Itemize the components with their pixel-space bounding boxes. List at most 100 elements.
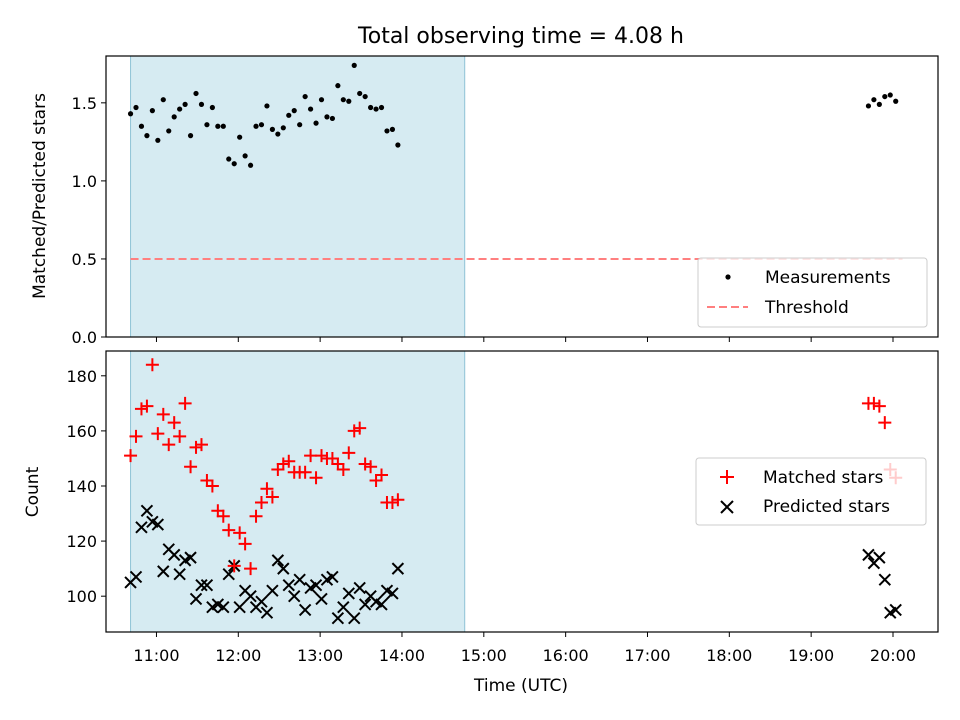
ratio-legend: Measurements Threshold	[697, 257, 928, 328]
y-tick-label: 1.0	[72, 172, 97, 191]
legend-label-threshold: Threshold	[764, 298, 849, 318]
measurement-point	[138, 123, 145, 129]
measurement-point	[368, 104, 374, 111]
predicted-star-point	[157, 565, 170, 578]
matched-star-point	[227, 559, 241, 573]
measurement-point	[876, 101, 882, 107]
matched-star-point	[391, 493, 405, 507]
measurement-point	[187, 133, 194, 139]
measurement-point	[247, 162, 254, 168]
ratio-x-axis	[155, 337, 894, 342]
measurement-point	[318, 97, 325, 103]
measurement-point	[209, 104, 215, 111]
measurement-point	[865, 103, 872, 109]
matched-star-point	[336, 462, 350, 476]
measurement-point	[182, 101, 188, 107]
predicted-star-point	[309, 578, 323, 592]
predicted-star-point	[878, 573, 892, 586]
measurement-point	[155, 137, 161, 143]
matched-star-point	[156, 407, 170, 421]
predicted-star-point	[222, 567, 235, 581]
matched-star-point	[315, 449, 329, 463]
y-tick-label: 160	[66, 422, 97, 441]
predicted-star-point	[277, 562, 290, 575]
measurement-point	[887, 92, 893, 98]
predicted-star-point	[173, 567, 186, 581]
predicted-star-point	[271, 554, 285, 567]
measurement-point	[291, 108, 297, 114]
predicted-star-point	[233, 600, 246, 614]
matched-star-point	[167, 416, 181, 430]
matched-star-point	[244, 562, 258, 576]
predicted-star-point	[200, 578, 214, 592]
matched-star-point	[347, 424, 361, 438]
measurement-point	[871, 97, 877, 103]
count-x-label: Time (UTC)	[473, 676, 568, 696]
x-tick-label: 14:00	[379, 646, 425, 665]
predicted-star-point	[386, 587, 399, 600]
matched-star-point	[331, 457, 345, 471]
matched-star-point	[162, 438, 176, 452]
measurement-point	[280, 125, 286, 131]
matched-star-point	[200, 473, 214, 487]
ratio-legend-box	[697, 257, 928, 328]
matched-star-point	[298, 465, 312, 479]
matched-star-point	[184, 460, 198, 474]
matched-star-point	[129, 429, 143, 443]
measurement-point	[395, 142, 401, 148]
measurement-point	[231, 161, 237, 167]
measurement-point	[340, 97, 346, 103]
measurement-point	[346, 98, 352, 104]
y-tick-label: 1.5	[72, 94, 97, 113]
matched-star-point	[309, 471, 323, 485]
matched-star-point	[375, 468, 389, 482]
matched-star-point	[342, 446, 356, 460]
measurement-point	[893, 98, 899, 104]
measurement-point	[362, 93, 368, 100]
y-tick-label: 0.0	[72, 328, 97, 347]
matched-star-point	[369, 473, 383, 487]
measurement-point	[297, 122, 303, 128]
measurement-point	[177, 106, 183, 112]
matched-star-point	[189, 440, 203, 454]
measurement-point	[313, 120, 319, 126]
measurement-point	[193, 90, 199, 97]
predicted-star-point	[260, 606, 274, 619]
predicted-star-point	[244, 589, 257, 603]
count-legend-box	[695, 457, 927, 526]
measurement-point	[329, 115, 336, 122]
matched-star-point	[260, 482, 274, 496]
measurement-point	[302, 93, 308, 100]
measurement-point	[171, 114, 177, 120]
predicted-star-point	[375, 598, 388, 611]
measurement-point	[264, 103, 270, 109]
count-y-axis: 100 120 140 160 180	[66, 367, 106, 606]
matched-star-point	[140, 399, 154, 413]
measurement-point	[166, 128, 172, 134]
measurement-point	[237, 134, 243, 140]
measurement-point	[384, 128, 390, 134]
observing-window-shade	[130, 350, 466, 633]
predicted-star-point	[151, 518, 165, 531]
measurement-point	[144, 133, 150, 139]
y-tick-label: 180	[66, 367, 97, 386]
predicted-star-point	[337, 600, 350, 614]
matched-star-point	[364, 460, 378, 474]
matched-star-point	[151, 427, 165, 441]
matched-star-point	[194, 438, 208, 452]
y-tick-label: 140	[66, 477, 97, 496]
predicted-star-point	[189, 592, 203, 606]
measurement-point	[373, 106, 379, 112]
matched-star-point	[271, 462, 285, 476]
matched-star-point	[124, 449, 138, 463]
legend-marker-predicted	[720, 500, 734, 514]
matched-star-point	[211, 504, 225, 518]
count-points	[124, 358, 903, 625]
figure-title: Total observing time = 4.08 h	[357, 24, 684, 49]
measurement-point	[286, 112, 292, 118]
predicted-star-point	[348, 612, 361, 625]
measurement-point	[215, 123, 221, 129]
predicted-star-point	[255, 595, 268, 608]
matched-star-point	[233, 526, 247, 540]
